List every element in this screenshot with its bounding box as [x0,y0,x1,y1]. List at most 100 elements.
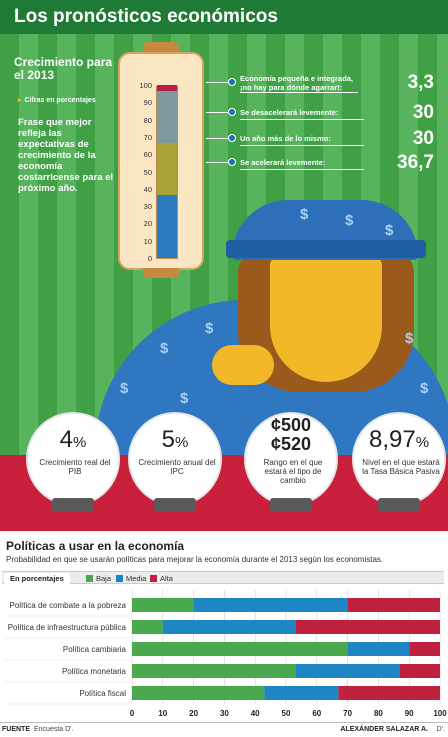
callout-value: 30 [412,128,434,149]
bar-segment [162,620,296,634]
callout-underline [240,169,364,170]
crystal-ball-stand [378,498,420,512]
triangle-bullet-icon: ▸ [18,97,22,104]
x-tick-label: 0 [130,709,135,718]
dollar-sign-icon: $ [420,380,429,397]
dollar-sign-icon: $ [300,206,309,223]
face-illustration [270,256,382,382]
chart-legend: En porcentajes Baja Media Alta [2,571,444,584]
bar-segment [132,686,265,700]
callout-value: 36,7 [397,152,434,173]
legend-label: Alta [160,574,173,583]
forecast-value: 4% [59,426,87,453]
crystal-ball-stand [52,498,94,512]
crystal-ball: 4% Crecimiento real del PIB [26,412,120,506]
dollar-sign-icon: $ [345,212,354,229]
category-label: Política cambiaria [63,645,127,654]
x-tick-label: 100 [433,709,447,718]
units-note-text: Cifras en porcentajes [24,97,96,104]
callout-connector [206,112,228,113]
chart-title: Políticas a usar en la economía [6,539,185,553]
thermometer-tick-label: 10 [143,236,152,246]
legend-item-alta: Alta [150,573,173,584]
thermometer-tick-label: 40 [143,184,152,194]
thermometer-segment [157,142,177,195]
bar-segment [132,598,194,612]
thermometer: 100 90 80 70 60 50 40 30 20 10 0 [118,42,204,278]
thermometer-segment [157,90,177,143]
forecast-caption: Rango en el que estará el tipo de cambio [263,458,323,485]
thermometer-tick-label: 50 [143,167,152,177]
bar-segment [409,642,440,656]
thermometer-tick-label: 20 [143,219,152,229]
thermometer-base [143,268,179,278]
hand-illustration [212,345,274,385]
callout-connector [206,162,228,163]
thermometer-tick-label: 100 [139,81,152,90]
legend-swatch [86,575,93,582]
bar-segment [132,664,296,678]
category-label: Política de infraestructura pública [8,623,127,632]
forecast-unit: % [415,434,430,451]
category-label: Política fiscal [79,689,126,698]
callout-value: 30 [412,102,434,123]
thermometer-tube [156,85,178,259]
callout-underline [240,92,358,93]
bar-segment [295,664,400,678]
callout-marker-icon [228,78,236,86]
forecast-value: 8,97% [368,426,430,453]
callout-marker-icon [228,134,236,142]
crystal-ball-stand [270,498,312,512]
survey-question: Frase que mejor refleja las expectativas… [18,117,114,194]
growth-title: Crecimiento para el 2013 [14,55,113,82]
thermometer-segment [157,194,177,258]
bar-segment [132,642,348,656]
thermometer-tick-label: 60 [143,150,152,160]
crystal-ball: 8,97% Nivel en el que estará la Tasa Bási… [352,412,446,506]
callout-label: Se acelerará levemente: [240,158,326,167]
source-text: Encuesta D'. [34,726,74,733]
x-tick-label: 70 [343,709,352,718]
footer: FUENTE Encuesta D'. ALEXÁNDER SALAZAR A.… [0,722,448,737]
forecast-caption: Nivel en el que estará la Tasa Básica Pa… [362,458,440,476]
chart-subtitle: Probabilidad en que se usarán políticas … [6,555,384,564]
units-label: En porcentajes [4,573,70,584]
dollar-sign-icon: $ [205,320,214,337]
callout-label: Un año más de lo mismo: [240,134,331,143]
category-label: Política monetaria [62,667,127,676]
thermometer-tick-label: 90 [143,98,152,108]
legend-swatch [150,575,157,582]
forecast-value: ¢500 ¢520 [270,415,312,454]
legend-item-baja: Baja [86,573,111,584]
bar-segment [193,598,348,612]
callout-connector [206,138,228,139]
crystal-ball-stand [154,498,196,512]
legend-label: Baja [96,574,112,583]
thermometer-tick-label: 30 [143,202,152,212]
dollar-sign-icon: $ [385,222,394,239]
callout-value: 3,3 [407,72,434,93]
x-tick-label: 90 [405,709,414,718]
title-banner [0,0,448,34]
dollar-sign-icon: $ [405,330,414,347]
dollar-sign-icon: $ [120,380,129,397]
forecast-unit: % [175,434,189,451]
dollar-sign-icon: $ [180,390,189,407]
x-tick-label: 40 [251,709,260,718]
units-note: ▸ Cifras en porcentajes [18,96,96,104]
bar-segment [132,620,163,634]
bar-segment [347,642,410,656]
forecast-caption: Crecimiento real del PIB [39,458,111,476]
callout-marker-icon [228,158,236,166]
thermometer-tick-label: 70 [143,132,152,142]
callout-connector [206,82,228,83]
callout-label: Se desacelerará levemente: [240,108,339,117]
forecast-infographic: Los pronósticos económicos Crecimiento p… [0,0,448,531]
bar-segment [264,686,339,700]
forecast-value: 5% [161,426,189,453]
thermometer-tick-label: 80 [143,115,152,125]
thermometer-cap [143,42,179,54]
x-tick-label: 50 [282,709,291,718]
thermometer-tick-label: 0 [147,254,152,263]
callout-marker-icon [228,108,236,116]
